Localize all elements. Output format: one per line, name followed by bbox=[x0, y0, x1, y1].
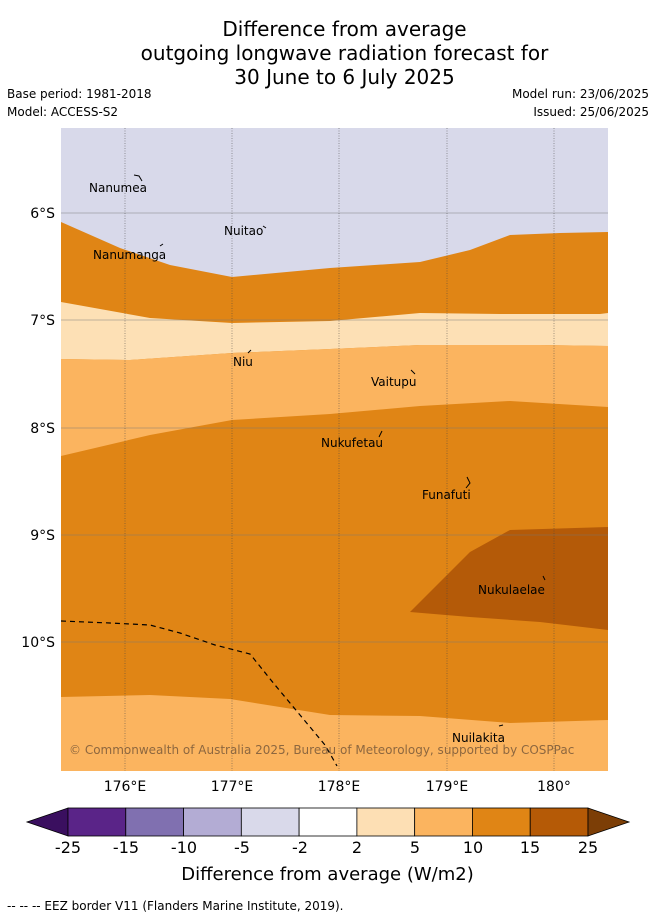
colorbar-swatch-3 bbox=[240, 807, 300, 837]
eez-legend-note: -- -- -- EEZ border V11 (Flanders Marine… bbox=[7, 899, 344, 913]
colorbar-label-4: -2 bbox=[292, 838, 308, 857]
island-nanumea bbox=[133, 174, 143, 182]
place-label-nukufetau: Nukufetau bbox=[321, 436, 383, 450]
anomaly-field bbox=[61, 128, 608, 771]
island-funafuti bbox=[465, 476, 471, 489]
island-vaitupu bbox=[410, 369, 416, 375]
lon-tick-180: 180° bbox=[537, 779, 571, 795]
lat-tick-6s: 6°S bbox=[30, 206, 55, 222]
colorbar-swatch-4 bbox=[298, 807, 358, 837]
issued-date: Issued: 25/06/2025 bbox=[533, 105, 649, 119]
colorbar-swatch-6 bbox=[414, 807, 473, 837]
colorbar-label-5: 2 bbox=[351, 838, 363, 857]
anomaly-band-5-10-south bbox=[61, 695, 608, 771]
graticule-latitude bbox=[61, 212, 608, 643]
lon-tick-176: 176°E bbox=[104, 779, 147, 795]
lat-tick-9s: 9°S bbox=[30, 528, 55, 544]
colorbar-label-1: -15 bbox=[112, 838, 140, 857]
colorbar-label-0: -25 bbox=[54, 838, 82, 857]
latitude-tick-labels: 6°S 7°S 8°S 9°S 10°S bbox=[21, 206, 55, 651]
island-niu bbox=[247, 349, 252, 354]
anomaly-band-light-negative bbox=[61, 128, 608, 277]
lon-tick-178: 178°E bbox=[318, 779, 361, 795]
island-nuilakita bbox=[498, 724, 504, 727]
lon-tick-177: 177°E bbox=[211, 779, 254, 795]
colorbar-swatch-5 bbox=[356, 807, 416, 837]
colorbar bbox=[25, 807, 631, 837]
colorbar-label-6: 5 bbox=[409, 838, 421, 857]
eez-border bbox=[60, 620, 338, 767]
colorbar-label-9: 25 bbox=[577, 838, 599, 857]
graticule-longitude bbox=[124, 128, 555, 771]
colorbar-title: Difference from average (W/m2) bbox=[181, 864, 474, 885]
title-line-1: Difference from average bbox=[222, 17, 467, 41]
colorbar-swatch-7 bbox=[472, 807, 531, 837]
place-label-nanumea: Nanumea bbox=[89, 181, 147, 195]
longitude-tick-labels: 176°E 177°E 178°E 179°E 180° bbox=[104, 779, 571, 795]
colorbar-label-7: 10 bbox=[462, 838, 484, 857]
model-name: Model: ACCESS-S2 bbox=[7, 105, 119, 119]
island-nukulaelae bbox=[542, 575, 546, 581]
colorbar-swatch-1 bbox=[125, 807, 184, 837]
colorbar-label-8: 15 bbox=[519, 838, 541, 857]
place-labels: Nanumea Nuitao Nanumanga Niu Vaitupu Nuk… bbox=[89, 181, 545, 745]
colorbar-label-3: -5 bbox=[234, 838, 250, 857]
colorbar-swatch-2 bbox=[183, 807, 242, 837]
lat-tick-7s: 7°S bbox=[30, 313, 55, 329]
place-label-funafuti: Funafuti bbox=[422, 488, 471, 502]
anomaly-band-5-10-north bbox=[61, 345, 608, 456]
colorbar-swatch-0 bbox=[67, 807, 127, 837]
anomaly-band-2-5 bbox=[61, 302, 608, 360]
place-label-vaitupu: Vaitupu bbox=[371, 375, 417, 389]
island-shapes bbox=[133, 174, 546, 727]
island-nanumanga bbox=[159, 243, 164, 247]
base-period: Base period: 1981-2018 bbox=[7, 87, 152, 101]
place-label-nukulaelae: Nukulaelae bbox=[478, 583, 545, 597]
place-label-nuitao: Nuitao bbox=[224, 224, 263, 238]
title-line-3: 30 June to 6 July 2025 bbox=[234, 65, 455, 89]
lat-tick-10s: 10°S bbox=[21, 635, 55, 651]
title-line-2: outgoing longwave radiation forecast for bbox=[140, 41, 549, 65]
island-nuitao bbox=[262, 225, 267, 229]
anomaly-band-15-25 bbox=[410, 527, 608, 630]
island-nukufetau bbox=[378, 430, 383, 438]
place-label-nanumanga: Nanumanga bbox=[93, 248, 166, 262]
colorbar-extend-low bbox=[25, 807, 69, 837]
place-label-niu: Niu bbox=[233, 355, 253, 369]
colorbar-label-2: -10 bbox=[170, 838, 198, 857]
model-run: Model run: 23/06/2025 bbox=[511, 87, 649, 101]
place-label-nuilakita: Nuilakita bbox=[452, 731, 505, 745]
copyright-notice: © Commonwealth of Australia 2025, Bureau… bbox=[69, 743, 574, 757]
colorbar-swatch-8 bbox=[529, 807, 589, 837]
colorbar-extend-high bbox=[587, 807, 631, 837]
lat-tick-8s: 8°S bbox=[30, 421, 55, 437]
lon-tick-179: 179°E bbox=[426, 779, 469, 795]
